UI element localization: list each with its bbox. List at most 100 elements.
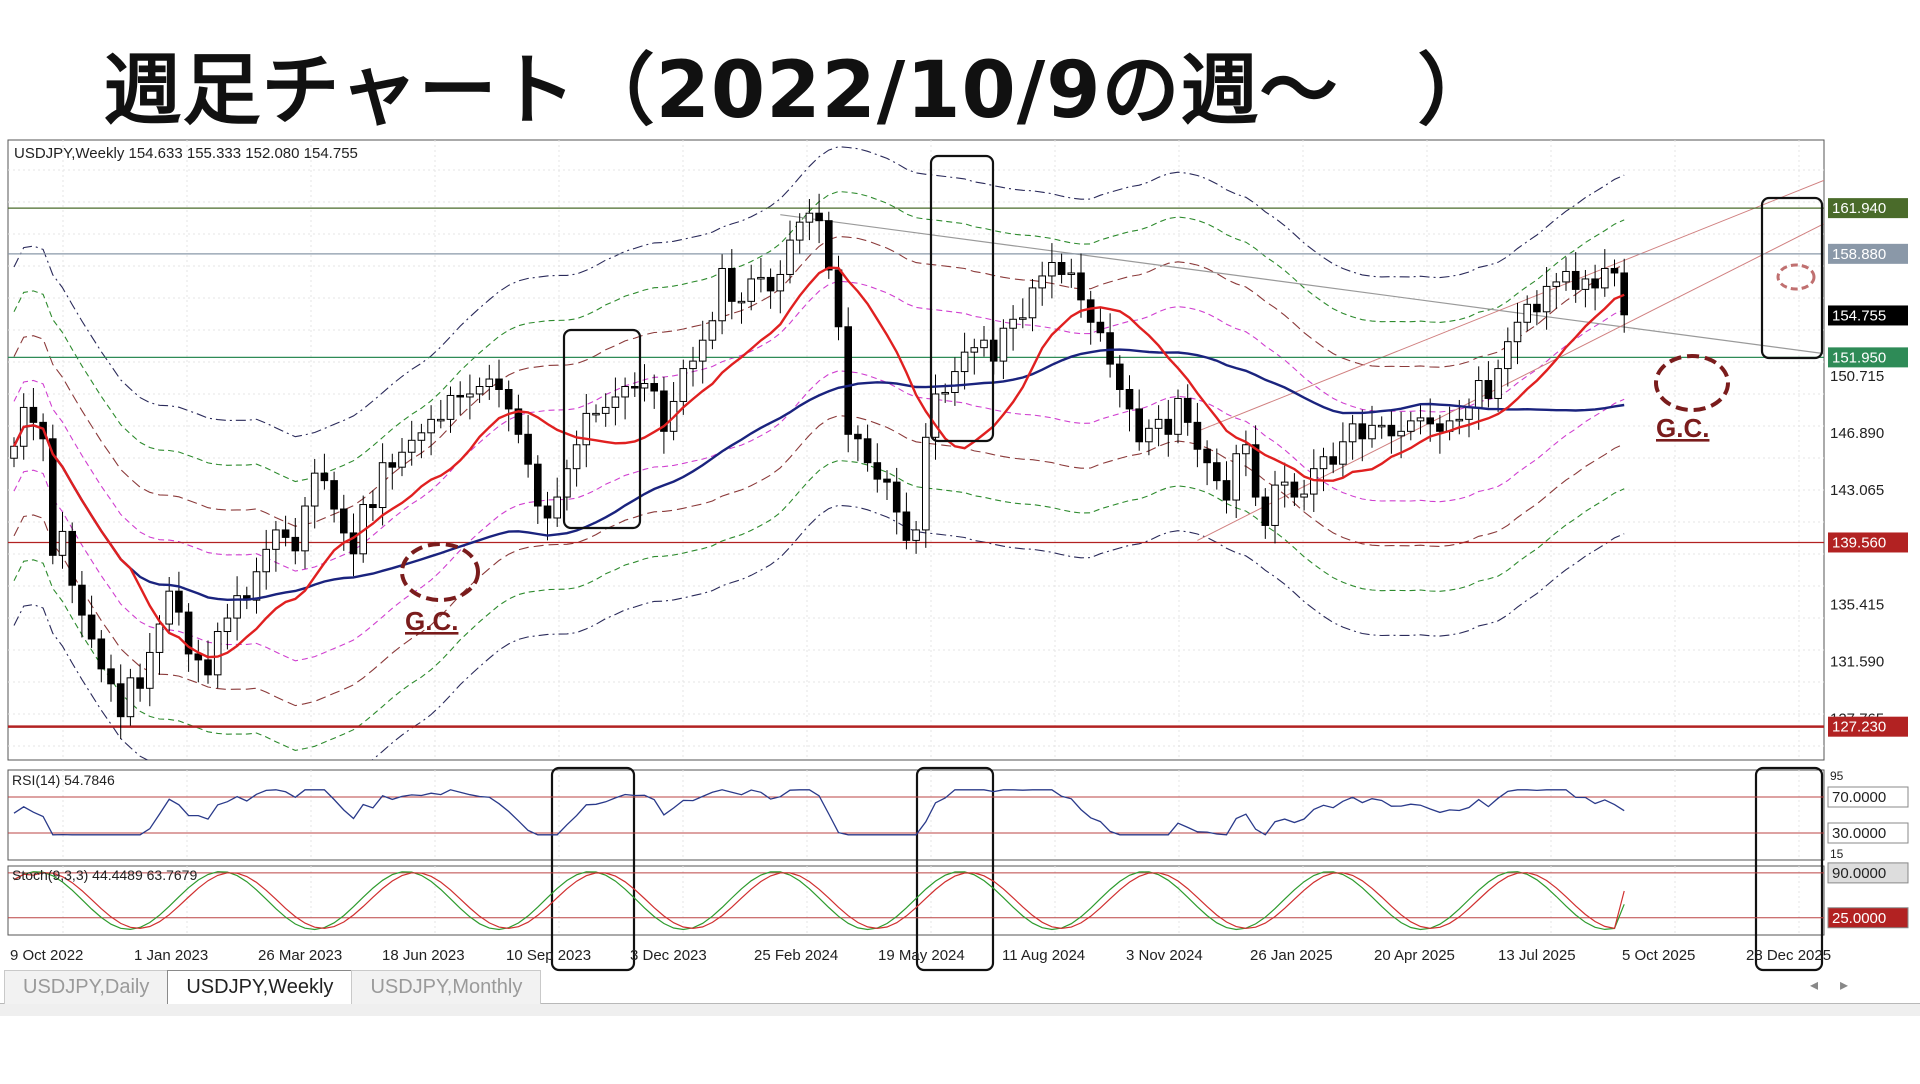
candle-body bbox=[660, 390, 668, 432]
candle-body bbox=[49, 438, 57, 556]
level-tag-bg-0 bbox=[1828, 198, 1908, 219]
indicator-highlight-box-2 bbox=[1754, 766, 1824, 972]
rsi-label: RSI(14) 54.7846 bbox=[12, 772, 115, 788]
candle-body bbox=[592, 412, 600, 416]
candle-body bbox=[825, 220, 833, 271]
page-title-text: 週足チャート（2022/10/9の週～ ） bbox=[97, 46, 1503, 145]
symbol-header: USDJPY,Weekly 154.633 155.333 152.080 15… bbox=[14, 145, 358, 162]
candle-body bbox=[213, 631, 222, 676]
candle-body bbox=[301, 505, 309, 552]
candle-body bbox=[1086, 299, 1095, 323]
chart-tabs: USDJPY,Daily USDJPY,Weekly USDJPY,Monthl… bbox=[4, 970, 542, 1004]
candle-body bbox=[524, 433, 532, 465]
candle-body bbox=[378, 462, 387, 509]
scroll-arrows[interactable]: ◂▸ bbox=[1810, 975, 1870, 994]
indicator-highlight-box-1 bbox=[915, 766, 995, 972]
candle-body bbox=[1251, 444, 1260, 498]
level-tag-label: 154.755 bbox=[1832, 307, 1886, 324]
candle-body bbox=[960, 351, 969, 373]
tab-monthly[interactable]: USDJPY,Monthly bbox=[351, 970, 542, 1004]
candle-body bbox=[475, 386, 484, 395]
rsi-level-label: 70.0000 bbox=[1832, 789, 1886, 806]
candle-body bbox=[1271, 484, 1279, 526]
candle-body bbox=[1591, 278, 1599, 289]
candle-body bbox=[553, 496, 562, 519]
x-axis-label: 20 Apr 2025 bbox=[1374, 947, 1455, 964]
candle-body bbox=[1387, 424, 1396, 437]
candle-body bbox=[1135, 408, 1144, 443]
candle-body bbox=[572, 444, 581, 470]
level-tag-label: 151.950 bbox=[1832, 349, 1886, 366]
candle-body bbox=[107, 668, 115, 685]
stoch-level-label: 90.0000 bbox=[1832, 865, 1886, 882]
resistance-trendline bbox=[780, 214, 1824, 355]
candle-body bbox=[1193, 421, 1202, 450]
candle-body bbox=[146, 651, 154, 689]
candle-body bbox=[1552, 281, 1561, 287]
indicator-highlight-box-0 bbox=[550, 766, 636, 972]
candle-body bbox=[1106, 332, 1114, 365]
candle-body bbox=[1145, 427, 1153, 443]
candle-body bbox=[417, 432, 426, 441]
candle-body bbox=[1213, 462, 1221, 482]
candle-body bbox=[1319, 456, 1328, 470]
level-tag-label: 161.940 bbox=[1832, 200, 1886, 217]
candle-body bbox=[922, 436, 930, 531]
x-axis-label: 11 Aug 2024 bbox=[1002, 947, 1085, 964]
tab-daily[interactable]: USDJPY,Daily bbox=[4, 970, 169, 1004]
x-axis-label: 26 Mar 2023 bbox=[258, 947, 342, 964]
candle-body bbox=[757, 276, 765, 280]
candle-body bbox=[291, 536, 300, 552]
candle-body bbox=[863, 438, 872, 464]
candle-body bbox=[1426, 417, 1435, 425]
candle-body bbox=[1280, 481, 1289, 486]
candle-body bbox=[1019, 317, 1027, 320]
candle-body bbox=[223, 617, 232, 633]
price-tick-label: 143.065 bbox=[1830, 482, 1884, 499]
candle-body bbox=[728, 267, 736, 302]
candle-body bbox=[514, 408, 523, 435]
level-tag-bg-5 bbox=[1828, 716, 1908, 737]
candle-body bbox=[136, 677, 144, 689]
candle-body bbox=[1057, 262, 1066, 275]
golden-cross-label-1: G.C. bbox=[405, 606, 458, 636]
price-layer bbox=[8, 146, 1824, 760]
candle-body bbox=[97, 638, 106, 670]
sma-52-line bbox=[12, 348, 1625, 602]
x-axis-label: 18 Jun 2023 bbox=[382, 947, 465, 964]
level-tag-bg-1 bbox=[1828, 243, 1908, 264]
level-tag-label: 127.230 bbox=[1832, 719, 1886, 736]
candle-body bbox=[29, 406, 38, 423]
candle-body bbox=[844, 326, 853, 435]
x-axis-label: 28 Dec 2025 bbox=[1746, 947, 1831, 964]
candle-body bbox=[912, 529, 920, 541]
candle-body bbox=[1542, 285, 1551, 313]
candle-body bbox=[543, 505, 552, 519]
candle-body bbox=[427, 418, 435, 434]
candle-body bbox=[320, 472, 329, 482]
golden-cross-marker-1 bbox=[400, 542, 480, 602]
candle-body bbox=[1028, 287, 1037, 319]
candle-body bbox=[1377, 424, 1386, 428]
candle-body bbox=[495, 378, 503, 390]
scroll-right-icon[interactable]: ▸ bbox=[1839, 975, 1870, 994]
candle-body bbox=[1096, 321, 1105, 334]
candle-body bbox=[1009, 318, 1017, 329]
candle-body bbox=[999, 327, 1008, 362]
candle-body bbox=[1523, 303, 1532, 323]
scroll-left-icon[interactable]: ◂ bbox=[1809, 975, 1840, 994]
candle-body bbox=[1620, 272, 1629, 316]
candle-body bbox=[1329, 456, 1338, 465]
candle-body bbox=[1562, 270, 1570, 283]
candle-body bbox=[1368, 424, 1376, 440]
candle-body bbox=[407, 439, 416, 453]
candle-body bbox=[398, 451, 406, 468]
stoch-label: Stoch(9,3,3) 44.4489 63.7679 bbox=[12, 867, 197, 883]
candle-body bbox=[1348, 423, 1357, 443]
envelope-band-0 bbox=[13, 280, 1625, 572]
tab-weekly[interactable]: USDJPY,Weekly bbox=[167, 970, 353, 1004]
candle-body bbox=[786, 239, 794, 275]
candle-body bbox=[1154, 418, 1163, 429]
